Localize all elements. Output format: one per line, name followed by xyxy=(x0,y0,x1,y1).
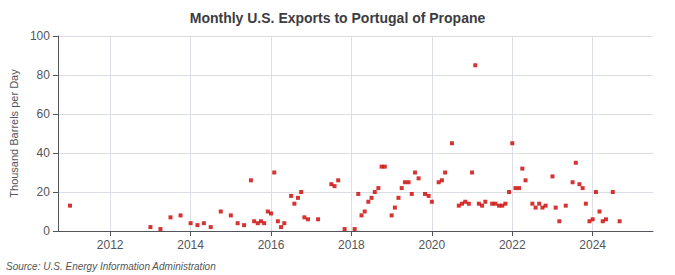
svg-text:100: 100 xyxy=(30,29,50,43)
svg-text:2024: 2024 xyxy=(579,238,606,252)
svg-text:2018: 2018 xyxy=(338,238,365,252)
svg-text:40: 40 xyxy=(37,146,51,160)
svg-text:60: 60 xyxy=(37,107,51,121)
svg-text:2014: 2014 xyxy=(177,238,204,252)
svg-text:20: 20 xyxy=(37,185,51,199)
svg-text:Monthly U.S. Exports to Portug: Monthly U.S. Exports to Portugal of Prop… xyxy=(190,10,486,26)
svg-text:Thousand Barrels per Day: Thousand Barrels per Day xyxy=(8,69,20,198)
svg-text:2020: 2020 xyxy=(419,238,446,252)
svg-text:2012: 2012 xyxy=(97,238,124,252)
svg-text:Source: U.S. Energy Informatio: Source: U.S. Energy Information Administ… xyxy=(6,261,216,272)
svg-text:2016: 2016 xyxy=(258,238,285,252)
svg-text:2022: 2022 xyxy=(499,238,526,252)
svg-text:80: 80 xyxy=(37,68,51,82)
svg-text:0: 0 xyxy=(43,224,50,238)
